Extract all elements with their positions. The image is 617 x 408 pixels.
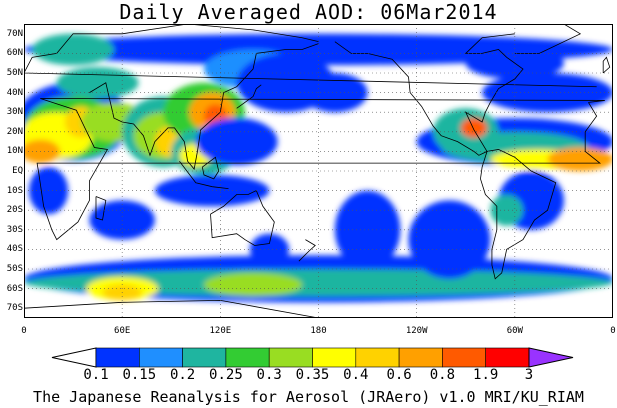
colorbar-segment: [139, 347, 183, 368]
aod-region: [203, 272, 303, 297]
colorbar-level-label: 0.35: [295, 367, 330, 383]
colorbar-segment: [182, 347, 227, 368]
coastline: [95, 196, 107, 221]
aod-region: [547, 147, 613, 171]
lat-label: 10S: [6, 185, 23, 196]
lat-label: 10N: [6, 146, 23, 157]
lat-label: 50S: [6, 264, 23, 274]
colorbar-level-label: 0.15: [122, 367, 157, 383]
lat-label: 40N: [6, 87, 23, 98]
coastline: [89, 43, 319, 170]
coastline: [480, 149, 557, 280]
colorbar-high-triangle: [528, 347, 574, 368]
lon-label: 120E: [209, 326, 232, 336]
colorbar-level-label: 0.25: [209, 367, 243, 383]
aod-region: [249, 233, 290, 266]
colorbar-level-label: 1.9: [473, 367, 499, 383]
colorbar-level-label: 0.3: [256, 367, 282, 383]
coastline: [514, 24, 582, 54]
lon-label: 180: [310, 326, 327, 336]
colorbar-segment: [485, 347, 530, 368]
colorbar-level-label: 0.8: [429, 367, 456, 383]
colorbar-segment: [442, 347, 486, 368]
aod-region: [460, 118, 488, 138]
footer-credit: The Japanese Reanalysis for Aerosol (JRA…: [33, 388, 584, 406]
colorbar-segment: [268, 347, 313, 368]
colorbar-level-label: 0.6: [386, 367, 412, 383]
aod-region: [482, 73, 613, 113]
aod-region: [334, 190, 401, 269]
colorbar-segment: [225, 347, 270, 368]
lat-label: 70N: [6, 28, 23, 39]
colorbar-segment: [355, 347, 400, 368]
lat-label: 60N: [6, 48, 23, 59]
lon-label: 0: [610, 326, 616, 336]
colorbar-level-label: 0.4: [343, 367, 369, 383]
coastline: [24, 24, 597, 88]
lon-label: 0: [21, 326, 27, 336]
lat-label: 60S: [6, 283, 23, 294]
lon-label: 60E: [114, 326, 131, 336]
aod-region: [302, 73, 368, 113]
lon-label: 120W: [405, 326, 428, 336]
coastline: [179, 160, 229, 190]
aod-region: [24, 269, 613, 297]
lat-label: 20N: [6, 126, 23, 137]
aod-map: [24, 24, 613, 318]
aod-fields: [24, 33, 613, 303]
lat-label: 40S: [6, 244, 23, 255]
lat-label: 20S: [6, 205, 23, 216]
lat-label: 30S: [6, 224, 23, 235]
map-border: [24, 24, 613, 318]
coastline: [334, 33, 524, 156]
aod-region: [32, 33, 114, 66]
lat-label: 50N: [6, 68, 23, 78]
colorbar-segment: [398, 347, 443, 368]
colorbar-low-triangle: [51, 347, 97, 368]
chart-title: Daily Averaged AOD: 06Mar2014: [119, 0, 498, 24]
aod-region: [408, 200, 491, 279]
coastline: [201, 156, 220, 180]
coastline: [24, 299, 319, 318]
colorbar-level-label: 0.2: [169, 367, 196, 383]
aod-region: [490, 194, 524, 226]
colorbar-segment: [95, 347, 140, 368]
lon-label: 60W: [506, 326, 523, 336]
lat-label: 70S: [6, 303, 23, 314]
aod-region: [24, 33, 613, 66]
lat-label: EQ: [12, 166, 23, 176]
colorbar-segment: [312, 347, 357, 368]
aod-map-svg: [24, 24, 613, 318]
coastline: [236, 84, 262, 109]
coastlines: [24, 24, 611, 318]
coastline: [210, 190, 275, 246]
aod-region: [195, 118, 278, 166]
coastline: [36, 98, 605, 241]
gridlines: [24, 24, 613, 318]
lat-label: 30N: [6, 107, 23, 118]
coastline: [298, 239, 316, 262]
coastline: [602, 56, 611, 74]
aod-region: [24, 139, 60, 164]
colorbar-level-label: 0.1: [83, 367, 109, 383]
colorbar-level-label: 3: [524, 367, 534, 383]
